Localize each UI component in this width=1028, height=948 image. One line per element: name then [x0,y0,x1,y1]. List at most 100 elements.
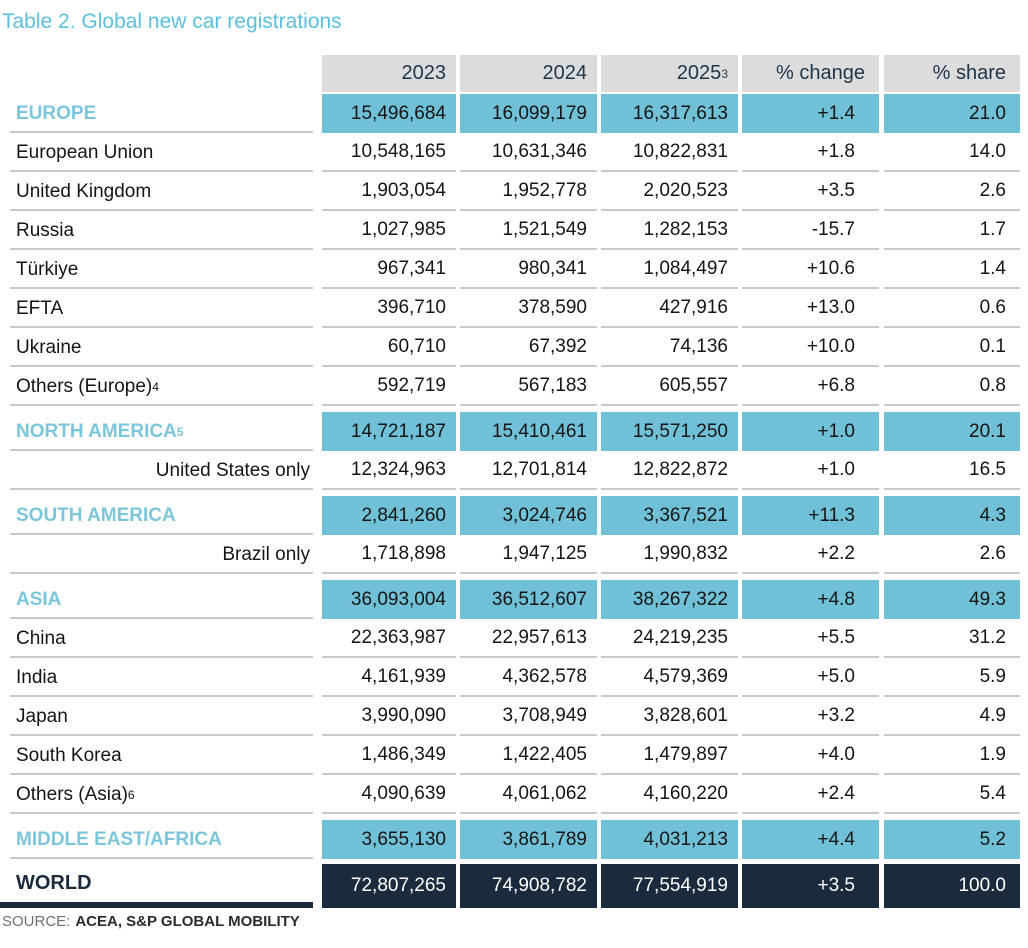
row-label-text: Others (Europe) [16,375,153,397]
row-label: Russia [0,211,313,250]
row-value-2023: 22,363,987 [322,619,456,658]
table-row: Türkiye 967,341 980,341 1,084,497 +10.6 … [0,250,1028,289]
row-value-2024: 22,957,613 [460,619,597,658]
header-col-share: % share [884,55,1020,92]
row-label: ASIA [0,580,313,619]
row-label-text: Ukraine [16,336,82,358]
row-value-2025: 605,557 [601,367,738,406]
row-label: Brazil only [0,535,313,574]
row-label-text: Others (Asia) [16,783,128,805]
row-value-2024: 4,061,062 [460,775,597,814]
row-value-2023: 60,710 [322,328,456,367]
row-value-2023: 1,718,898 [322,535,456,574]
row-value-2023: 1,903,054 [322,172,456,211]
row-value-2025: 4,160,220 [601,775,738,814]
table-row: European Union 10,548,165 10,631,346 10,… [0,133,1028,172]
row-value-change: +13.0 [742,289,879,328]
table-body: EUROPE 15,496,684 16,099,179 16,317,613 … [0,94,1028,908]
header-col-change: % change [742,55,879,92]
row-value-change: +10.6 [742,250,879,289]
table-row: WORLD 72,807,265 74,908,782 77,554,919 +… [0,864,1028,908]
row-value-2025: 427,916 [601,289,738,328]
row-value-change: +1.0 [742,451,879,490]
header-col-share-label: % share [932,62,1006,84]
table-row: Ukraine 60,710 67,392 74,136 +10.0 0.1 [0,328,1028,367]
row-value-2023: 4,090,639 [322,775,456,814]
table-row: United Kingdom 1,903,054 1,952,778 2,020… [0,172,1028,211]
row-label: EUROPE [0,94,313,133]
row-value-share: 1.4 [884,250,1020,289]
row-value-2025: 3,828,601 [601,697,738,736]
table-row: EFTA 396,710 378,590 427,916 +13.0 0.6 [0,289,1028,328]
row-value-change: +5.0 [742,658,879,697]
row-value-2023: 10,548,165 [322,133,456,172]
row-label: Japan [0,697,313,736]
row-label: NORTH AMERICA 5 [0,412,313,451]
row-value-2025: 1,282,153 [601,211,738,250]
row-value-2024: 74,908,782 [460,864,597,908]
row-value-2024: 378,590 [460,289,597,328]
row-value-share: 5.2 [884,820,1020,859]
row-label-text: ASIA [16,588,62,610]
row-value-2025: 16,317,613 [601,94,738,133]
row-value-2023: 14,721,187 [322,412,456,451]
row-value-change: +4.8 [742,580,879,619]
row-value-2024: 4,362,578 [460,658,597,697]
row-value-2024: 67,392 [460,328,597,367]
row-value-2023: 12,324,963 [322,451,456,490]
row-value-2024: 567,183 [460,367,597,406]
row-label: India [0,658,313,697]
row-value-2023: 967,341 [322,250,456,289]
row-label: United States only [0,451,313,490]
table-row: China 22,363,987 22,957,613 24,219,235 +… [0,619,1028,658]
header-col-2025: 2025 3 [601,55,738,92]
table-row: United States only 12,324,963 12,701,814… [0,451,1028,490]
row-value-2023: 72,807,265 [322,864,456,908]
row-value-2025: 12,822,872 [601,451,738,490]
row-value-share: 31.2 [884,619,1020,658]
row-value-share: 14.0 [884,133,1020,172]
row-value-share: 49.3 [884,580,1020,619]
row-value-2025: 1,990,832 [601,535,738,574]
row-label: European Union [0,133,313,172]
row-value-2025: 1,479,897 [601,736,738,775]
source-line: SOURCE: ACEA, S&P GLOBAL MOBILITY [2,913,1028,930]
table-header-row: 2023 2024 2025 3 % change % share [0,55,1028,92]
row-label: WORLD [0,864,313,908]
row-label: EFTA [0,289,313,328]
row-label-text: United Kingdom [16,180,152,202]
page: Table 2. Global new car registrations 20… [0,10,1028,948]
row-value-share: 21.0 [884,94,1020,133]
row-value-change: +3.5 [742,172,879,211]
header-col-change-label: % change [776,62,865,84]
row-value-share: 20.1 [884,412,1020,451]
row-value-share: 0.1 [884,328,1020,367]
row-label-text: MIDDLE EAST/AFRICA [16,828,222,850]
row-label-text: Russia [16,219,75,241]
row-value-2024: 15,410,461 [460,412,597,451]
row-label-text: EFTA [16,297,64,319]
table-row: ASIA 36,093,004 36,512,607 38,267,322 +4… [0,580,1028,619]
row-label: SOUTH AMERICA [0,496,313,535]
row-value-2024: 3,861,789 [460,820,597,859]
row-value-2023: 4,161,939 [322,658,456,697]
row-value-2025: 4,579,369 [601,658,738,697]
row-value-2025: 15,571,250 [601,412,738,451]
table-row: India 4,161,939 4,362,578 4,579,369 +5.0… [0,658,1028,697]
row-value-share: 1.7 [884,211,1020,250]
row-label-text: NORTH AMERICA [16,420,177,442]
row-label: United Kingdom [0,172,313,211]
row-value-change: +4.0 [742,736,879,775]
row-label-text: South Korea [16,744,122,766]
row-value-change: +3.2 [742,697,879,736]
row-value-share: 4.9 [884,697,1020,736]
table-row: Japan 3,990,090 3,708,949 3,828,601 +3.2… [0,697,1028,736]
table-row: Russia 1,027,985 1,521,549 1,282,153 -15… [0,211,1028,250]
header-col-2024-label: 2024 [542,62,588,84]
header-col-2023-label: 2023 [401,62,447,84]
row-value-2023: 1,486,349 [322,736,456,775]
row-value-2025: 77,554,919 [601,864,738,908]
row-value-change: +11.3 [742,496,879,535]
row-value-share: 4.3 [884,496,1020,535]
row-value-2024: 980,341 [460,250,597,289]
